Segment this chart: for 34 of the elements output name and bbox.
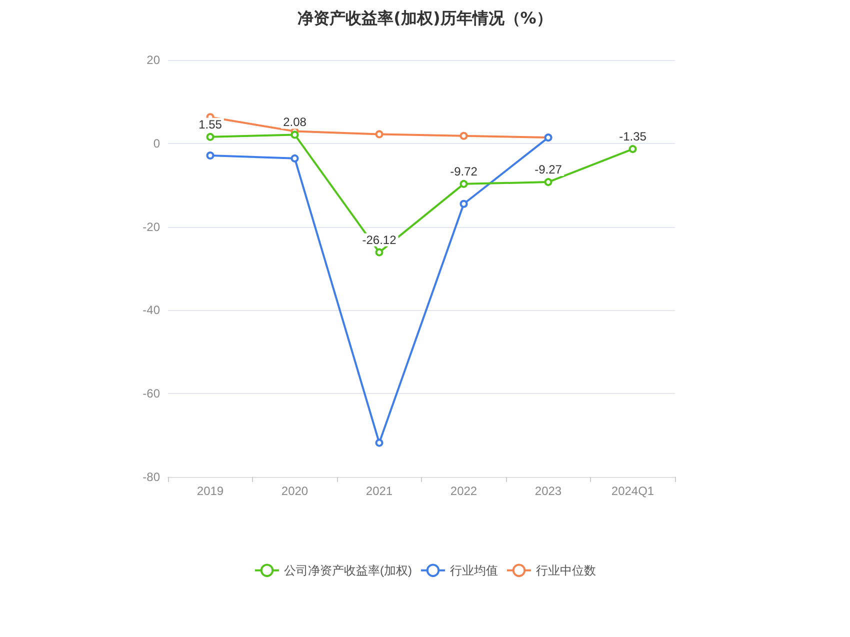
y-tick-label: -60	[142, 386, 160, 401]
point	[460, 132, 468, 140]
point	[460, 200, 468, 208]
x-tick-label: 2023	[534, 484, 562, 498]
x-tick-label: 2022	[450, 484, 478, 498]
data-label: -26.12	[362, 232, 397, 247]
data-label: 1.55	[198, 117, 222, 132]
data-label: -9.27	[534, 162, 562, 177]
point	[206, 151, 214, 160]
point	[206, 132, 214, 141]
data-label: -1.35	[619, 130, 647, 144]
legend-label: 行业均值	[450, 563, 498, 578]
y-tick-label: 20	[146, 53, 160, 67]
chart-title: 净资产收益率(加权)历年情况（%）	[298, 8, 552, 28]
point	[544, 178, 552, 186]
x-tick-label: 2021	[366, 484, 393, 498]
x-tick-label: 2019	[196, 484, 224, 498]
x-tick-label: 2020	[281, 484, 308, 498]
point	[460, 180, 468, 188]
point	[290, 130, 299, 139]
point	[375, 248, 384, 256]
y-tick-label: -80	[142, 470, 160, 484]
y-tick-label: 0	[153, 136, 160, 150]
y-tick-label: -20	[142, 220, 160, 234]
data-label: -9.72	[450, 164, 478, 178]
legend-label: 行业中位数	[536, 563, 596, 578]
legend-label: 公司净资产收益率(加权)	[284, 563, 412, 578]
point	[290, 154, 299, 162]
data-label: 2.08	[283, 115, 307, 130]
point	[375, 130, 384, 138]
y-tick-label: -40	[142, 303, 160, 318]
point	[628, 145, 637, 154]
point	[375, 438, 384, 447]
x-tick-label: 2024Q1	[611, 484, 654, 498]
